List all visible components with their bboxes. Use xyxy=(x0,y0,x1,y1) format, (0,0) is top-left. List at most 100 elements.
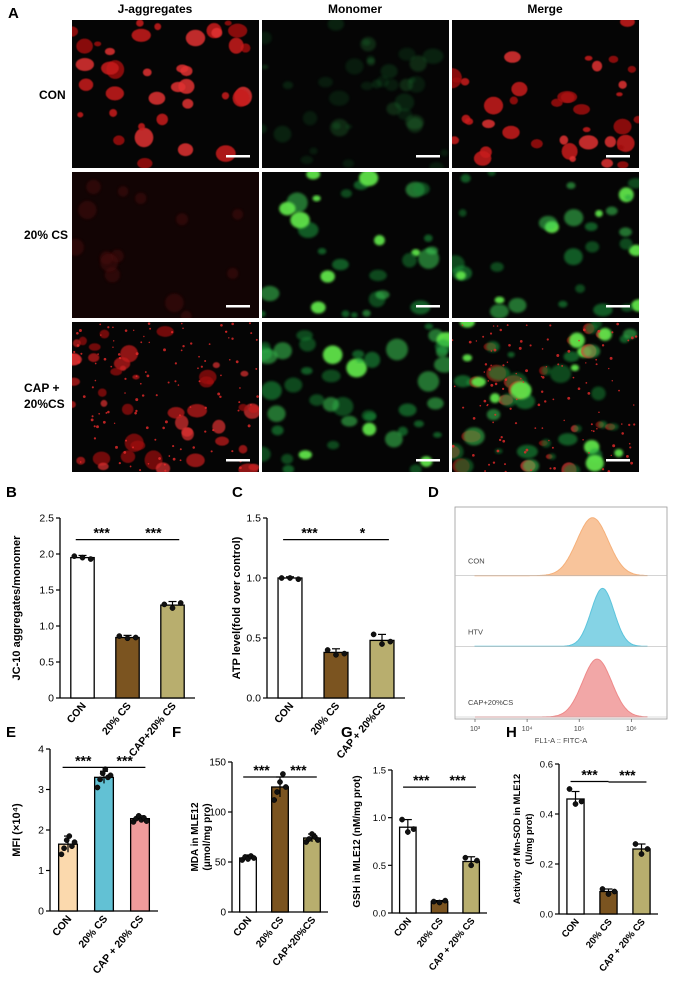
data-point xyxy=(644,846,651,852)
bar-2 xyxy=(271,786,289,913)
histogram-track-1 xyxy=(474,517,648,577)
histogram-track-3 xyxy=(475,658,648,718)
data-point xyxy=(638,851,645,857)
data-point xyxy=(132,634,139,641)
y-tick-label: 1.5 xyxy=(373,766,386,777)
bar-1 xyxy=(239,857,257,913)
data-point xyxy=(306,836,312,842)
category-label: 20% CS xyxy=(584,917,615,951)
bar-1 xyxy=(277,577,303,699)
y-tick-label: 2.0 xyxy=(39,549,54,561)
track-label: CON xyxy=(468,557,485,566)
data-point xyxy=(436,899,443,906)
y-axis-label: MDA in MLE12 xyxy=(190,802,201,872)
category-label: 20% CS xyxy=(254,915,286,950)
category-label: CON xyxy=(392,916,414,939)
data-point xyxy=(379,641,385,647)
y-tick-label: 150 xyxy=(209,758,226,769)
x-tick-label: 10⁵ xyxy=(574,726,585,733)
category-label: 20% CS xyxy=(415,916,446,950)
y-axis-label: JC-10 aggregates/monomer xyxy=(11,535,23,681)
significance-label: *** xyxy=(581,767,598,783)
y-tick-label: 0.0 xyxy=(540,910,553,921)
micrograph-r2-c1 xyxy=(72,172,259,318)
data-point xyxy=(274,789,280,795)
bar-1 xyxy=(70,556,95,699)
y-tick-label: 50 xyxy=(215,858,227,869)
significance-label: *** xyxy=(450,772,467,788)
data-point xyxy=(404,829,411,835)
data-point xyxy=(287,575,293,581)
y-tick-label: 0.5 xyxy=(246,633,261,645)
bar-2 xyxy=(323,651,349,699)
data-point xyxy=(66,833,73,839)
data-point xyxy=(474,857,480,864)
data-point xyxy=(442,897,449,904)
y-axis-label: (μmol/mg pro) xyxy=(202,803,213,870)
category-label: 20% CS xyxy=(308,700,342,737)
track-label: HTV xyxy=(468,627,483,636)
data-point xyxy=(278,575,285,581)
significance-label: *** xyxy=(93,525,110,541)
category-label: CON xyxy=(65,700,89,726)
data-point xyxy=(341,650,348,657)
y-tick-label: 1 xyxy=(38,865,44,877)
bar-3 xyxy=(160,604,185,699)
data-point xyxy=(578,798,585,805)
data-point xyxy=(271,797,278,803)
y-tick-label: 100 xyxy=(209,808,226,819)
y-tick-label: 4 xyxy=(38,744,44,756)
significance-label: *** xyxy=(117,752,134,768)
y-axis-label: (U/mg prot) xyxy=(524,813,535,864)
bar-2 xyxy=(115,636,140,699)
y-axis-label: GSH in MLE12 (nM/mg prot) xyxy=(352,775,363,907)
category-label: 20% CS xyxy=(76,913,110,950)
data-point xyxy=(250,855,257,861)
y-tick-label: 2 xyxy=(38,825,44,837)
data-point xyxy=(135,812,142,819)
data-point xyxy=(572,801,579,807)
data-point xyxy=(468,862,475,869)
track-label: CAP+20%CS xyxy=(468,698,513,707)
data-point xyxy=(71,839,78,846)
bar-3 xyxy=(303,837,321,913)
y-tick-label: 0.5 xyxy=(373,861,386,872)
micrograph-grid xyxy=(72,20,639,472)
row-label-cap-20cs: CAP +20%CS xyxy=(24,381,65,411)
significance-label: *** xyxy=(301,525,318,541)
y-tick-label: 3 xyxy=(38,784,44,796)
chart-b: 0 0.5 1.0 1.5 2.0 2.5 JC-10 aggregates/monomer… xyxy=(11,513,195,759)
category-label: CON xyxy=(560,917,582,940)
data-point xyxy=(124,635,131,642)
panel-a-letter: A xyxy=(8,5,19,22)
significance-label: * xyxy=(360,525,366,541)
y-tick-label: 2.5 xyxy=(39,513,54,525)
data-point xyxy=(370,631,377,638)
data-point xyxy=(399,816,405,823)
data-point xyxy=(333,651,339,658)
panel-e-letter: E xyxy=(6,724,16,741)
data-point xyxy=(410,826,417,832)
y-tick-label: 0.4 xyxy=(540,810,553,821)
row-label-con: CON xyxy=(39,88,66,102)
data-point xyxy=(280,771,286,777)
bar-3 xyxy=(369,639,395,699)
data-point xyxy=(61,845,67,852)
data-point xyxy=(324,647,331,653)
y-axis-label: Activity of Mn-SOD in MLE12 xyxy=(512,774,523,904)
significance-label: *** xyxy=(290,762,307,778)
bar-3 xyxy=(462,860,481,914)
y-tick-label: 1.5 xyxy=(246,513,261,525)
data-point xyxy=(116,633,123,639)
y-tick-label: 0 xyxy=(38,906,44,918)
micrograph-r2-c3 xyxy=(452,172,639,318)
data-point xyxy=(599,886,606,892)
data-point xyxy=(282,784,289,790)
data-point xyxy=(79,554,86,561)
y-axis-label: MFI (×10⁴) xyxy=(11,803,23,857)
x-tick-label: 10³ xyxy=(470,726,481,733)
data-point xyxy=(63,837,70,843)
data-point xyxy=(277,779,283,785)
